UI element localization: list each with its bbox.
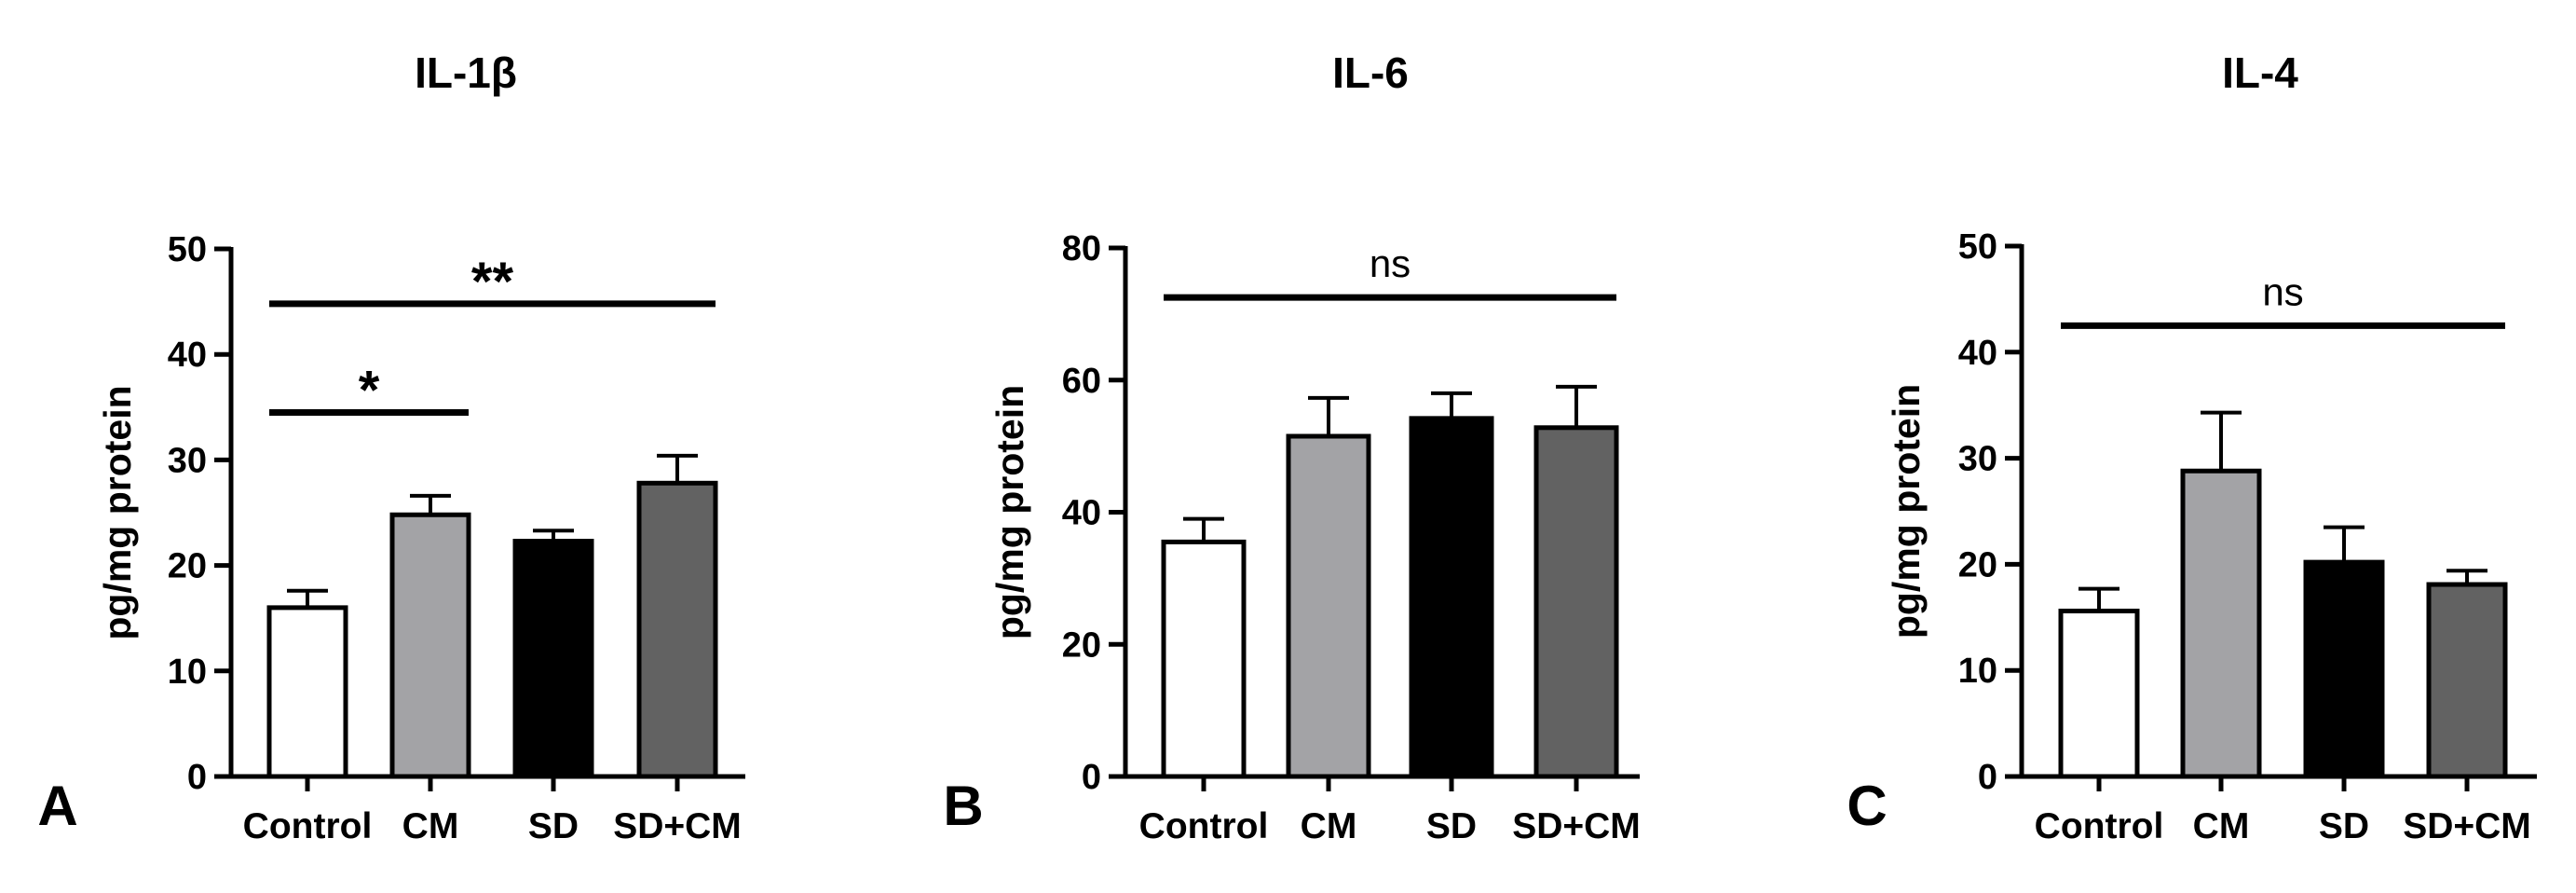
x-tick-label: Control <box>2035 806 2164 846</box>
chart-title: IL-4 <box>2222 48 2298 97</box>
bar-sd-cm <box>1533 425 1619 779</box>
x-tick-label: SD <box>1426 806 1477 846</box>
y-tick-label: 40 <box>1958 334 1997 373</box>
y-tick-label: 30 <box>168 441 207 480</box>
y-axis-label: pg/mg protein <box>96 385 139 639</box>
y-tick-label: 40 <box>1062 494 1101 533</box>
y-tick-label: 10 <box>1958 652 1997 691</box>
y-axis-label: pg/mg protein <box>1885 384 1928 639</box>
y-tick-label: 20 <box>1062 625 1101 665</box>
x-tick-label: SD+CM <box>2403 806 2531 846</box>
y-tick-label: 50 <box>168 230 207 269</box>
x-tick-label: Control <box>243 806 373 846</box>
y-tick-label: 40 <box>168 336 207 375</box>
y-tick-label: 0 <box>1082 758 1101 797</box>
panel-letter: C <box>1847 775 1887 837</box>
bar-cm <box>1286 433 1371 779</box>
significance-label: * <box>359 360 380 420</box>
x-tick-label: Control <box>1139 806 1269 846</box>
x-tick-label: CM <box>2193 806 2250 846</box>
panel-letter: B <box>943 775 983 837</box>
x-tick-label: SD+CM <box>613 806 742 846</box>
bar-sd <box>2303 559 2385 779</box>
y-tick-label: 60 <box>1062 362 1101 401</box>
bar-control <box>2058 608 2140 779</box>
y-tick-label: 20 <box>168 547 207 586</box>
x-tick-label: SD+CM <box>1512 806 1641 846</box>
bar-cm <box>2180 468 2262 779</box>
chart-title: IL-1β <box>415 48 517 97</box>
x-tick-label: SD <box>528 806 579 846</box>
bar-sd-cm <box>636 480 718 779</box>
significance-label: ns <box>1370 241 1411 285</box>
significance-label: ns <box>2262 269 2303 313</box>
y-tick-label: 0 <box>1978 758 1997 797</box>
chart-title: IL-6 <box>1332 48 1409 97</box>
bar-control <box>1161 539 1247 779</box>
bar-cm <box>389 512 471 779</box>
x-tick-label: SD <box>2319 806 2369 846</box>
significance-label: ** <box>471 252 514 312</box>
y-tick-label: 50 <box>1958 227 1997 267</box>
y-tick-label: 20 <box>1958 545 1997 584</box>
bar-control <box>266 605 348 779</box>
y-tick-label: 0 <box>187 758 207 797</box>
y-tick-label: 80 <box>1062 229 1101 268</box>
y-axis-label: pg/mg protein <box>988 385 1031 639</box>
y-tick-label: 30 <box>1958 440 1997 479</box>
panel-letter: A <box>37 775 77 837</box>
bar-sd <box>512 539 594 779</box>
bar-sd-cm <box>2426 582 2508 779</box>
x-tick-label: CM <box>1301 806 1357 846</box>
bar-sd <box>1409 416 1494 779</box>
y-tick-label: 10 <box>168 653 207 692</box>
x-tick-label: CM <box>402 806 459 846</box>
